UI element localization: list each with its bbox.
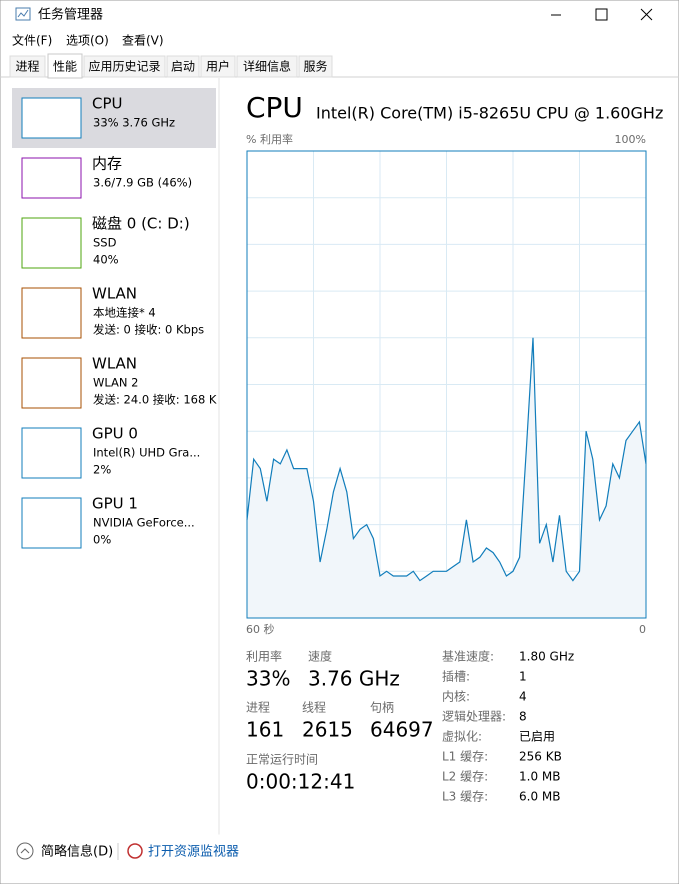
- sidebar-detail: 本地连接* 4: [93, 306, 156, 320]
- window-title: 任务管理器: [38, 7, 103, 23]
- spec-label: 内核:: [442, 690, 470, 704]
- sidebar-detail: SSD: [93, 236, 117, 250]
- stat-label: 句柄: [370, 701, 394, 715]
- tab[interactable]: [200, 55, 236, 78]
- tab-label[interactable]: 性能: [53, 60, 77, 74]
- spec-label: L3 缓存:: [442, 790, 488, 804]
- tab[interactable]: [236, 55, 298, 78]
- stat-label: 利用率: [246, 649, 282, 664]
- sidebar-detail: 33% 3.76 GHz: [93, 116, 175, 130]
- sidebar-detail: Intel(R) UHD Gra...: [93, 446, 200, 460]
- graph-y-label: % 利用率: [246, 132, 293, 146]
- tab-label[interactable]: 进程: [15, 59, 39, 74]
- fewer-details[interactable]: 简略信息(D): [41, 844, 113, 860]
- maximize-button[interactable]: [595, 8, 608, 21]
- sidebar-detail: 发送: 0 接收: 0 Kbps: [93, 323, 204, 337]
- spec-value: 1.0 MB: [519, 770, 560, 784]
- spec-value: 已启用: [519, 730, 555, 744]
- stat-value: 3.76 GHz: [308, 667, 400, 691]
- sidebar-name[interactable]: 磁盘 0 (C: D:): [92, 215, 190, 233]
- graph-line: [246, 337, 647, 582]
- menu-item[interactable]: 选项(O): [66, 34, 109, 48]
- sidebar-thumbnail[interactable]: [21, 287, 82, 339]
- stat-label: 速度: [308, 649, 332, 664]
- tab-label[interactable]: 服务: [303, 59, 327, 74]
- stat-value: 64697: [370, 718, 434, 742]
- spec-value: 1: [519, 670, 527, 684]
- menu-item[interactable]: 文件(F): [12, 33, 52, 48]
- sidebar-thumbnail[interactable]: [21, 157, 82, 199]
- sidebar-detail: 40%: [93, 253, 119, 267]
- graph-border: [246, 150, 647, 619]
- sidebar-name[interactable]: 内存: [92, 155, 122, 173]
- tab[interactable]: [298, 55, 333, 78]
- sidebar-name[interactable]: GPU 1: [92, 495, 138, 513]
- sidebar-name[interactable]: WLAN: [92, 355, 137, 373]
- collapse-icon[interactable]: [16, 842, 34, 860]
- sidebar-detail: WLAN 2: [93, 376, 138, 390]
- graph-x-start: 60 秒: [246, 622, 275, 636]
- graph-x-end: 0: [639, 623, 646, 636]
- spec-label: L1 缓存:: [442, 750, 488, 764]
- monitor-icon: [127, 843, 143, 859]
- stat-value: 33%: [246, 667, 290, 691]
- collapse-chevron: [20, 848, 30, 854]
- graph-y-max: 100%: [615, 133, 646, 146]
- spec-label: 逻辑处理器:: [442, 710, 506, 724]
- tab[interactable]: [9, 55, 46, 78]
- spec-value: 6.0 MB: [519, 790, 560, 804]
- tab[interactable]: [166, 55, 200, 78]
- sidebar-name[interactable]: GPU 0: [92, 425, 138, 443]
- menu-item[interactable]: 查看(V): [122, 34, 164, 48]
- sidebar-thumbnail[interactable]: [21, 357, 82, 409]
- tab-selected: [47, 53, 83, 79]
- sidebar-thumbnail[interactable]: [21, 97, 82, 139]
- spec-value: 8: [519, 710, 527, 724]
- cpu-title: CPU: [246, 91, 303, 124]
- sidebar-detail: 0%: [93, 533, 111, 547]
- sidebar-detail: 3.6/7.9 GB (46%): [93, 176, 192, 190]
- tab-label[interactable]: 应用历史记录: [88, 59, 160, 74]
- sidebar-thumbnail[interactable]: [21, 497, 82, 549]
- graph-area: [247, 337, 646, 618]
- sidebar-thumbnail[interactable]: [21, 427, 82, 479]
- spec-label: L2 缓存:: [442, 770, 488, 784]
- stat-label: 正常运行时间: [246, 753, 318, 767]
- resource-monitor-link[interactable]: 打开资源监视器: [148, 845, 239, 860]
- sidebar-name[interactable]: CPU: [92, 95, 123, 113]
- spec-label: 插槽:: [442, 670, 470, 684]
- spec-value: 256 KB: [519, 750, 562, 764]
- stat-value: 2615: [302, 718, 353, 742]
- spec-label: 虚拟化:: [442, 730, 482, 744]
- spec-value: 1.80 GHz: [519, 650, 574, 664]
- tab[interactable]: [83, 55, 166, 78]
- stat-value: 0:00:12:41: [246, 770, 355, 794]
- tab-label[interactable]: 用户: [206, 59, 230, 74]
- sidebar-thumbnail[interactable]: [21, 217, 82, 269]
- stat-value: 161: [246, 718, 284, 742]
- sidebar-detail: 发送: 24.0 接收: 168 K: [93, 393, 217, 407]
- spec-value: 4: [519, 690, 527, 704]
- close-button[interactable]: [640, 8, 653, 21]
- tab-label[interactable]: 启动: [171, 60, 195, 74]
- sidebar-detail: 2%: [93, 463, 111, 477]
- app-icon: [15, 7, 31, 21]
- app-icon-line: [17, 9, 29, 18]
- sidebar-detail: NVIDIA GeForce...: [93, 516, 195, 530]
- cpu-model: Intel(R) Core(TM) i5-8265U CPU @ 1.60GHz: [316, 104, 663, 123]
- stat-label: 进程: [246, 700, 270, 715]
- sidebar-name[interactable]: WLAN: [92, 285, 137, 303]
- tab-label[interactable]: 详细信息: [243, 59, 291, 74]
- stat-label: 线程: [302, 700, 326, 715]
- spec-label: 基准速度:: [442, 649, 494, 664]
